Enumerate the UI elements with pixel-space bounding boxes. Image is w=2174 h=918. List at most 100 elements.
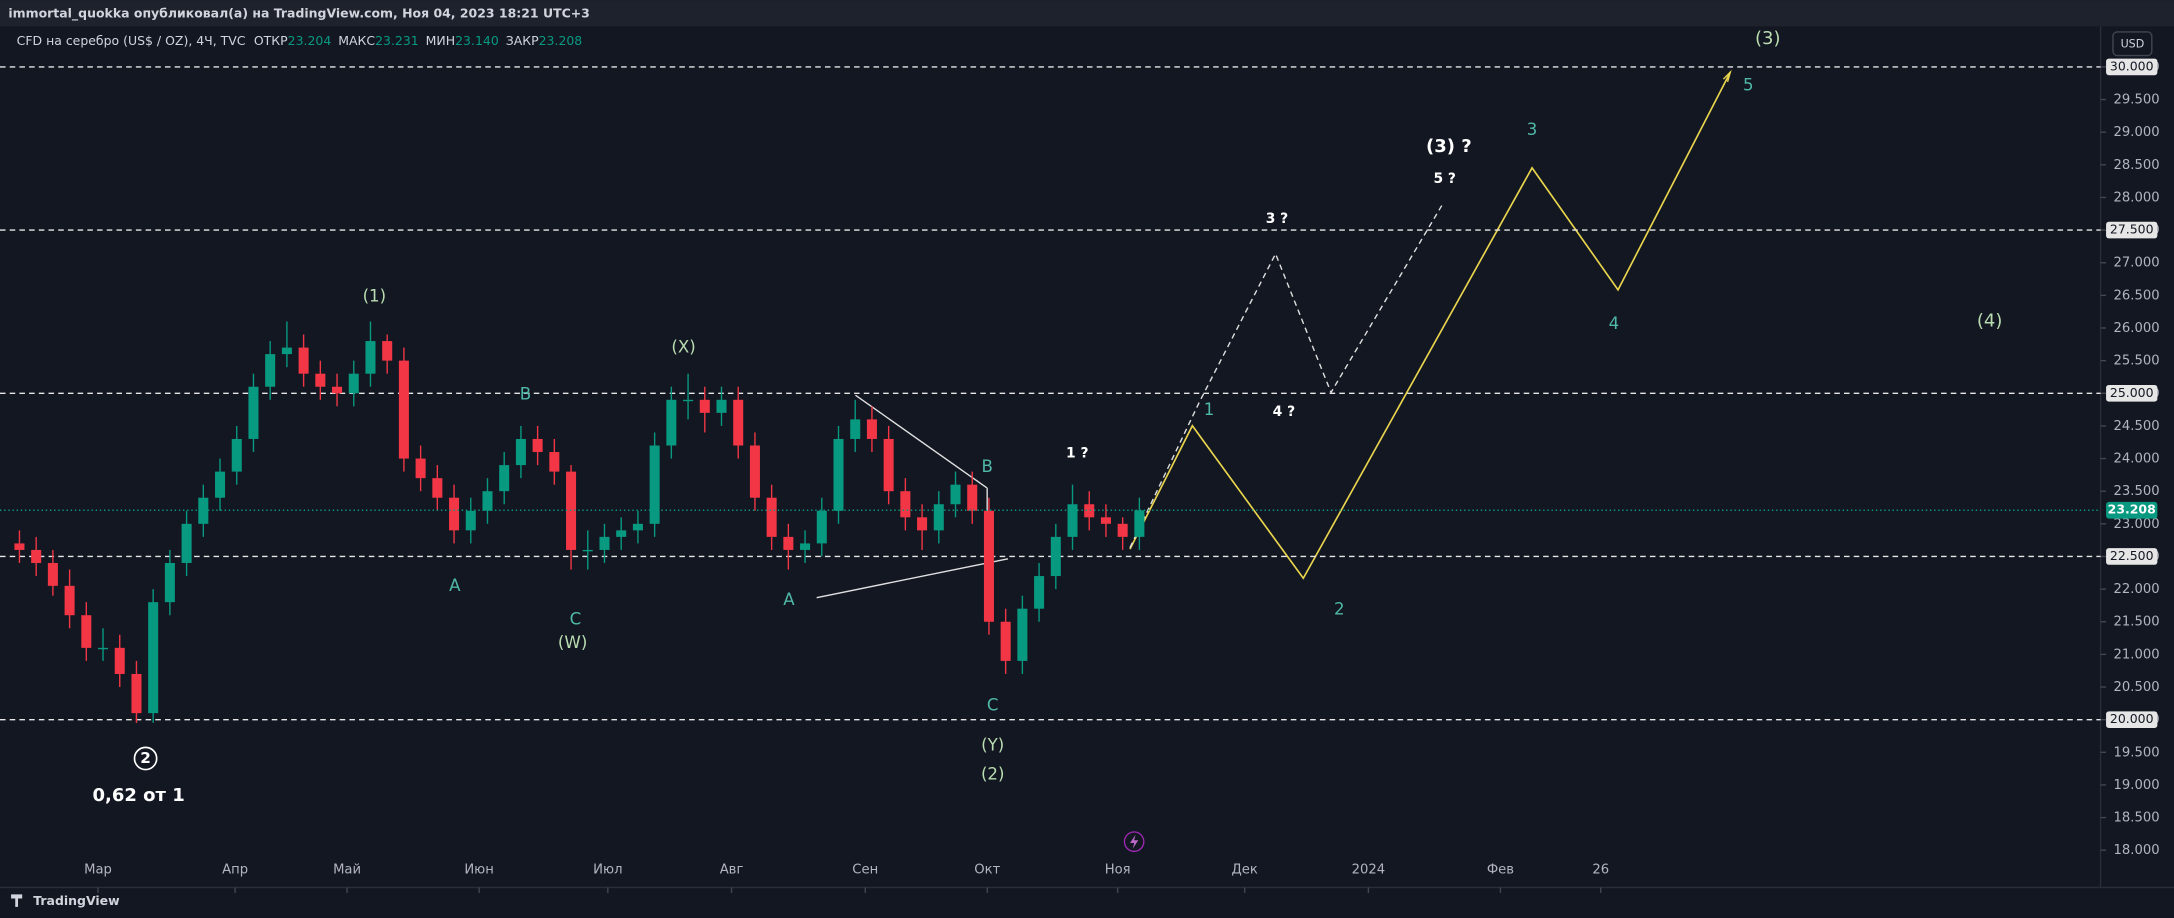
projection-main xyxy=(1129,71,1732,580)
candle-body xyxy=(1067,504,1078,537)
candle-body xyxy=(64,585,75,616)
candle-body xyxy=(482,491,493,511)
candle-body xyxy=(1084,504,1095,518)
y-tick-label: 23.000 xyxy=(2114,517,2160,532)
level-tag-label: 27.500 xyxy=(2110,222,2154,237)
y-tick-label: 26.500 xyxy=(2114,288,2160,303)
x-tick-label: Май xyxy=(333,862,361,877)
candle-body xyxy=(917,517,928,531)
y-tick-label: 23.500 xyxy=(2114,484,2160,499)
projection-alt xyxy=(1129,204,1443,549)
candle-body xyxy=(733,399,744,446)
wave-label: (3) xyxy=(1755,28,1781,49)
candle-body xyxy=(599,536,610,550)
candle-body xyxy=(933,504,944,531)
wave-label: C xyxy=(987,695,999,714)
candle-body xyxy=(365,341,376,374)
candle-body xyxy=(683,399,694,402)
candle-body xyxy=(866,419,877,439)
candle-body xyxy=(549,452,560,472)
symbol: CFD на серебро (US$ / OZ), 4Ч, TVC xyxy=(17,33,246,48)
candle-body xyxy=(515,438,526,466)
candle-body xyxy=(1000,621,1011,661)
candle-body xyxy=(31,549,42,563)
candle-body xyxy=(231,438,242,472)
candle-body xyxy=(900,491,911,518)
candle-body xyxy=(800,543,811,550)
candle-body xyxy=(883,438,894,492)
candle-body xyxy=(833,438,844,511)
x-tick-label: Сен xyxy=(852,862,878,877)
wave-label: A xyxy=(783,590,795,609)
candle-body xyxy=(348,373,359,394)
candle-body xyxy=(248,386,259,439)
candle-body xyxy=(215,471,226,498)
currency-button[interactable] xyxy=(2112,31,2153,57)
candle-body xyxy=(98,647,109,650)
y-tick-label: 27.000 xyxy=(2114,256,2160,271)
y-tick-label: 29.000 xyxy=(2114,125,2160,140)
brand: TradingView xyxy=(33,893,120,908)
y-tick-label: 21.000 xyxy=(2114,647,2160,662)
wave-label: 4 ? xyxy=(1273,404,1296,420)
annotation-circle xyxy=(133,746,158,771)
field-label: ОТКР xyxy=(254,33,288,48)
wave-label: C xyxy=(570,609,582,628)
last-price-tag xyxy=(2106,501,2158,519)
wave-label: (4) xyxy=(1977,311,2003,332)
x-tick-label: Окт xyxy=(974,862,1000,877)
candle-body xyxy=(81,615,92,648)
level-tag-label: 22.500 xyxy=(2110,548,2154,563)
candle-body xyxy=(1017,608,1028,661)
level-tag xyxy=(2106,58,2158,76)
x-tick-label: Апр xyxy=(222,862,248,877)
candle-body xyxy=(850,419,861,439)
candle-body xyxy=(1034,576,1045,609)
candle-body xyxy=(766,497,777,537)
candle-body xyxy=(1117,523,1128,537)
y-tick-label: 18.500 xyxy=(2114,811,2160,826)
wave-label: 0,62 от 1 xyxy=(92,785,184,806)
wave-label: (Y) xyxy=(981,736,1004,755)
field-value: 23.140 xyxy=(455,33,499,48)
event-icon[interactable] xyxy=(1123,831,1145,853)
x-tick-label: Дек xyxy=(1232,862,1258,877)
wave-label: (X) xyxy=(671,338,695,357)
x-tick-label: Июл xyxy=(593,862,622,877)
candle-body xyxy=(449,497,460,531)
level-tag xyxy=(2106,548,2158,565)
wave-label: 3 xyxy=(1527,120,1538,139)
y-tick-label: 28.000 xyxy=(2114,190,2160,205)
x-tick-label: Июн xyxy=(464,862,494,877)
wave-label: 1 xyxy=(1204,400,1215,419)
candle-body xyxy=(281,347,292,355)
x-tick-label: Ноя xyxy=(1105,862,1131,877)
candle-body xyxy=(315,373,326,387)
candle-body xyxy=(499,465,510,492)
wave-label: (1) xyxy=(363,286,387,305)
candle-body xyxy=(131,673,142,714)
level-tag-label: 30.000 xyxy=(2110,58,2154,73)
wave-label: (W) xyxy=(558,633,587,652)
candles xyxy=(14,321,1145,723)
candle-body xyxy=(532,438,543,453)
candle-body xyxy=(749,445,760,498)
candle-body xyxy=(616,530,627,537)
currency[interactable]: USD xyxy=(2121,37,2145,50)
candle-body xyxy=(1134,510,1145,537)
wave-label: 3 ? xyxy=(1266,211,1289,227)
candle-body xyxy=(1100,517,1111,524)
x-tick-label: Фев xyxy=(1487,862,1514,877)
candle-body xyxy=(114,647,125,674)
field-value: 23.204 xyxy=(288,33,332,48)
candle-body xyxy=(582,549,593,552)
candle-body xyxy=(382,341,393,361)
x-tick-label: 26 xyxy=(1592,862,1609,877)
y-tick-label: 25.500 xyxy=(2114,354,2160,369)
candle-body xyxy=(716,399,727,413)
y-tick-label: 19.500 xyxy=(2114,745,2160,760)
y-tick-label: 22.000 xyxy=(2114,582,2160,597)
candle-body xyxy=(332,386,343,394)
wave-label: A xyxy=(449,576,461,595)
